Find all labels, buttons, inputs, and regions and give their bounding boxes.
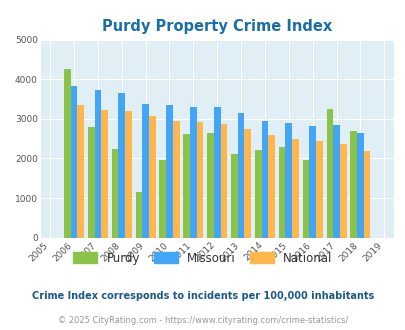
Bar bbox=[350, 131, 356, 238]
Bar bbox=[292, 139, 298, 238]
Bar bbox=[94, 90, 101, 238]
Bar bbox=[278, 147, 285, 238]
Bar bbox=[135, 192, 142, 238]
Bar bbox=[302, 160, 309, 238]
Bar bbox=[149, 116, 155, 238]
Bar bbox=[261, 121, 268, 238]
Bar bbox=[118, 93, 125, 238]
Bar bbox=[237, 113, 244, 238]
Bar bbox=[268, 135, 274, 238]
Text: Crime Index corresponds to incidents per 100,000 inhabitants: Crime Index corresponds to incidents per… bbox=[32, 291, 373, 301]
Bar bbox=[326, 109, 333, 238]
Legend: Purdy, Missouri, National: Purdy, Missouri, National bbox=[68, 247, 337, 269]
Bar bbox=[196, 122, 203, 238]
Bar bbox=[339, 144, 346, 238]
Bar bbox=[285, 123, 292, 238]
Text: © 2025 CityRating.com - https://www.cityrating.com/crime-statistics/: © 2025 CityRating.com - https://www.city… bbox=[58, 316, 347, 325]
Bar bbox=[159, 160, 166, 238]
Bar bbox=[173, 121, 179, 238]
Bar bbox=[213, 107, 220, 238]
Bar bbox=[166, 105, 173, 238]
Bar bbox=[230, 154, 237, 238]
Bar bbox=[101, 110, 108, 238]
Bar bbox=[64, 69, 70, 238]
Bar bbox=[309, 126, 315, 238]
Bar bbox=[363, 151, 369, 238]
Bar bbox=[190, 107, 196, 238]
Bar bbox=[220, 124, 227, 238]
Bar bbox=[254, 150, 261, 238]
Bar bbox=[142, 104, 149, 238]
Bar bbox=[87, 127, 94, 238]
Bar bbox=[183, 134, 190, 238]
Bar bbox=[333, 125, 339, 238]
Bar bbox=[315, 141, 322, 238]
Bar bbox=[207, 133, 213, 238]
Bar bbox=[77, 105, 84, 238]
Bar bbox=[244, 129, 250, 238]
Title: Purdy Property Crime Index: Purdy Property Crime Index bbox=[102, 19, 332, 34]
Bar bbox=[111, 149, 118, 238]
Bar bbox=[125, 111, 132, 238]
Bar bbox=[70, 86, 77, 238]
Bar bbox=[356, 133, 363, 238]
